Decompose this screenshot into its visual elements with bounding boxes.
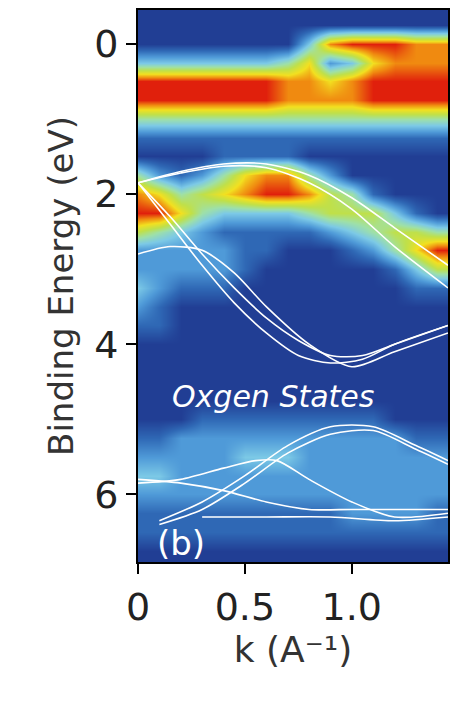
svg-text:Binding Energy (eV): Binding Energy (eV) (41, 116, 81, 456)
svg-text:(b): (b) (157, 523, 205, 563)
svg-text:1.0: 1.0 (322, 585, 382, 629)
svg-text:6: 6 (94, 473, 118, 517)
svg-text:0.5: 0.5 (215, 585, 275, 629)
svg-text:k (A⁻¹): k (A⁻¹) (234, 629, 352, 670)
svg-text:0: 0 (126, 585, 150, 629)
svg-text:0: 0 (94, 22, 118, 66)
svg-text:Oxgen States: Oxgen States (172, 379, 374, 414)
svg-text:4: 4 (94, 323, 118, 367)
svg-text:2: 2 (94, 172, 118, 216)
